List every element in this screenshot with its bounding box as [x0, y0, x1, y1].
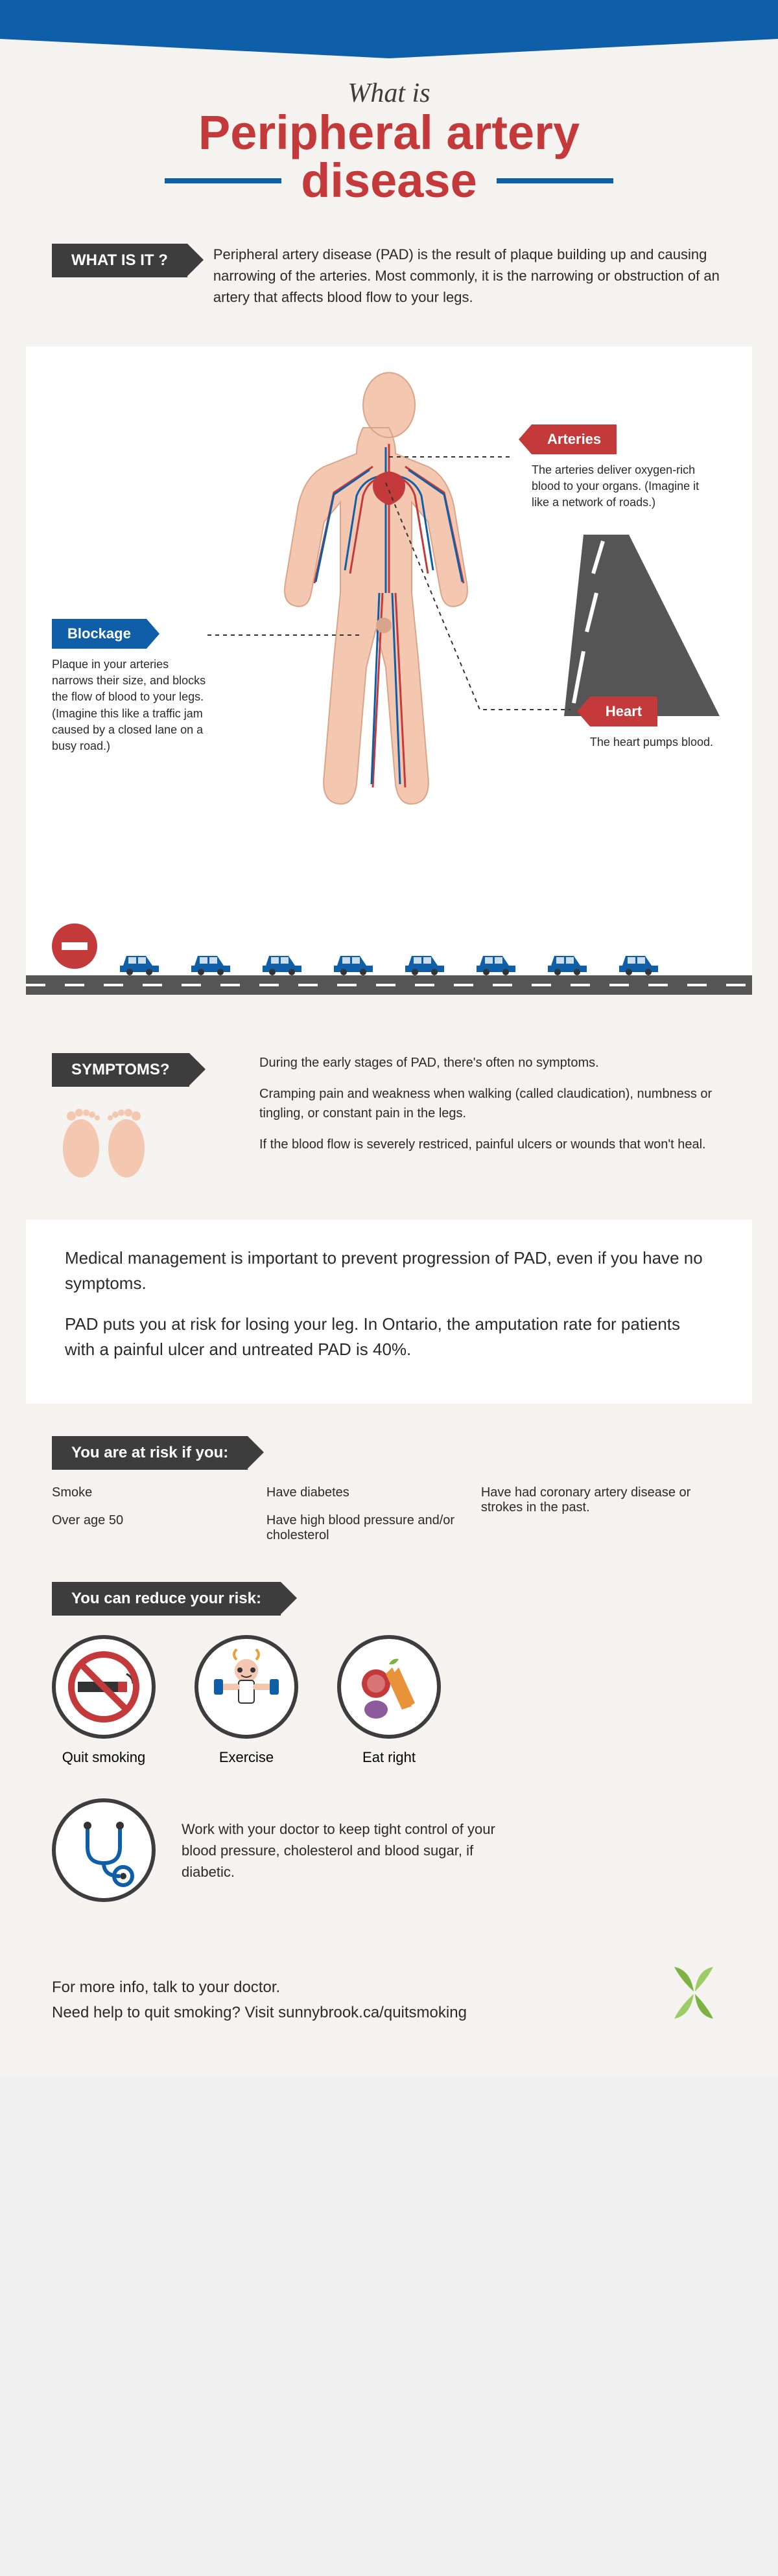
risk-item: Over age 50 [52, 1513, 241, 1543]
symptom-line: If the blood flow is severely restriced,… [259, 1135, 726, 1154]
risk-item: Have high blood pressure and/or choleste… [266, 1513, 455, 1543]
risk-section: You are at risk if you: Smoke Have diabe… [0, 1417, 778, 1562]
header-line-right [497, 178, 613, 183]
traffic-cars [26, 949, 752, 975]
reduce-label: You can reduce your risk: [52, 1582, 281, 1616]
symptoms-label: SYMPTOMS? [52, 1053, 189, 1087]
no-smoking-icon [52, 1635, 156, 1739]
risk-label: You are at risk if you: [52, 1436, 248, 1470]
what-text: Peripheral artery disease (PAD) is the r… [213, 244, 726, 308]
header-subtitle: What is [26, 78, 752, 109]
arteries-text: The arteries deliver oxygen-rich blood t… [532, 462, 713, 511]
header: What is Peripheral artery disease [0, 39, 778, 224]
header-title-row: disease [26, 157, 752, 205]
footer-text: For more info, talk to your doctor. Need… [52, 1975, 467, 2025]
doctor-row: Work with your doctor to keep tight cont… [52, 1798, 726, 1902]
footer-line-1: For more info, talk to your doctor. [52, 1975, 467, 2000]
management-box: Medical management is important to preve… [26, 1220, 752, 1404]
leaf-logo-icon [661, 1960, 726, 2025]
car-icon [117, 949, 162, 975]
quit-smoking-item: Quit smoking [52, 1635, 156, 1766]
header-title-line1: Peripheral artery [26, 109, 752, 157]
reduce-section: You can reduce your risk: Quit smoking E… [0, 1562, 778, 1921]
car-icon [188, 949, 233, 975]
footer: For more info, talk to your doctor. Need… [0, 1921, 778, 2077]
management-text-2: PAD puts you at risk for losing your leg… [65, 1312, 713, 1362]
exercise-icon [194, 1635, 298, 1739]
reduce-item-label: Eat right [337, 1749, 441, 1766]
risk-item: Have had coronary artery disease or stro… [481, 1485, 726, 1543]
blockage-text: Plaque in your arteries narrows their si… [52, 656, 207, 754]
body-figure-icon [272, 360, 506, 865]
car-icon [402, 949, 447, 975]
management-text-1: Medical management is important to preve… [65, 1246, 713, 1296]
blockage-label: Blockage [52, 619, 147, 649]
what-label: WHAT IS IT ? [52, 244, 187, 277]
reduce-row: Quit smoking Exercise Eat right [52, 1635, 726, 1766]
car-icon [259, 949, 305, 975]
stethoscope-icon [52, 1798, 156, 1902]
what-section: WHAT IS IT ? Peripheral artery disease (… [0, 224, 778, 327]
blockage-callout: Blockage Plaque in your arteries narrows… [52, 619, 207, 754]
symptoms-section: SYMPTOMS? During the early stages of PAD… [0, 1014, 778, 1207]
arteries-callout: Arteries The arteries deliver oxygen-ric… [532, 424, 713, 511]
reduce-item-label: Quit smoking [52, 1749, 156, 1766]
infographic-container: What is Peripheral artery disease WHAT I… [0, 0, 778, 2077]
symptom-line: Cramping pain and weakness when walking … [259, 1084, 726, 1123]
car-icon [616, 949, 661, 975]
heart-label: Heart [590, 697, 657, 726]
exercise-item: Exercise [194, 1635, 298, 1766]
header-line-left [165, 178, 281, 183]
feet-icon [52, 1100, 156, 1184]
risk-item: Have diabetes [266, 1485, 455, 1500]
reduce-item-label: Exercise [194, 1749, 298, 1766]
heart-callout: Heart The heart pumps blood. [590, 697, 713, 750]
footer-line-2: Need help to quit smoking? Visit sunnybr… [52, 2001, 467, 2025]
doctor-text: Work with your doctor to keep tight cont… [182, 1818, 506, 1883]
road-icon [564, 535, 720, 716]
header-title-line2: disease [301, 157, 477, 205]
body-diagram-panel: Arteries The arteries deliver oxygen-ric… [26, 347, 752, 995]
risk-item: Smoke [52, 1485, 241, 1500]
car-icon [473, 949, 519, 975]
eat-right-item: Eat right [337, 1635, 441, 1766]
arteries-label: Arteries [532, 424, 617, 454]
heart-text: The heart pumps blood. [590, 734, 713, 750]
eat-right-icon [337, 1635, 441, 1739]
symptoms-text-block: During the early stages of PAD, there's … [259, 1053, 726, 1166]
car-icon [331, 949, 376, 975]
risk-list: Smoke Have diabetes Have had coronary ar… [52, 1485, 726, 1543]
symptom-line: During the early stages of PAD, there's … [259, 1053, 726, 1073]
road-strip [26, 975, 752, 995]
top-banner [0, 0, 778, 39]
car-icon [545, 949, 590, 975]
